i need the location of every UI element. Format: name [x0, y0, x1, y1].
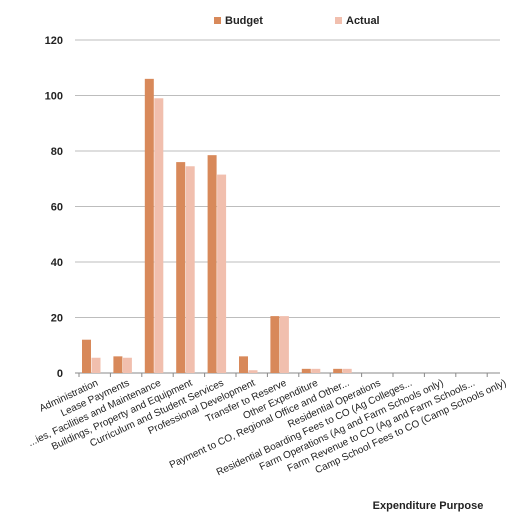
- bar-actual-6: [279, 316, 289, 373]
- bar-actual-1: [122, 357, 132, 373]
- legend-label-actual: Actual: [346, 15, 380, 27]
- bar-budget-4: [207, 155, 217, 373]
- legend-swatch-actual: [335, 17, 342, 24]
- bar-actual-3: [185, 166, 195, 373]
- legend: Budget Actual: [214, 15, 380, 27]
- bar-budget-7: [301, 368, 311, 373]
- bar-budget-1: [113, 356, 123, 373]
- y-tick-label: 80: [51, 146, 63, 158]
- x-axis: [78, 373, 488, 377]
- bar-budget-6: [270, 316, 280, 373]
- y-tick-label: 120: [45, 35, 63, 47]
- y-tick-label: 20: [51, 313, 63, 325]
- y-tick-label: 100: [45, 91, 63, 103]
- bar-actual-8: [342, 368, 352, 373]
- x-axis-title: Expenditure Purpose: [373, 500, 484, 512]
- legend-label-budget: Budget: [225, 15, 263, 27]
- bar-budget-8: [333, 368, 343, 373]
- bar-budget-5: [239, 356, 248, 373]
- bar-budget-0: [82, 339, 91, 373]
- bar-budget-3: [176, 162, 186, 373]
- y-axis-ticks: 0 20 40 60 80 100 120: [45, 35, 63, 380]
- y-tick-label: 0: [57, 368, 63, 380]
- bar-budget-2: [144, 78, 154, 373]
- bar-actual-4: [217, 174, 227, 373]
- bar-actual-5: [248, 370, 258, 373]
- bar-actual-0: [91, 357, 101, 373]
- legend-swatch-budget: [214, 17, 221, 24]
- y-tick-label: 60: [51, 202, 63, 214]
- y-tick-label: 40: [51, 257, 63, 269]
- bar-actual-7: [311, 368, 321, 373]
- bars: [82, 78, 352, 374]
- bar-actual-2: [154, 98, 164, 374]
